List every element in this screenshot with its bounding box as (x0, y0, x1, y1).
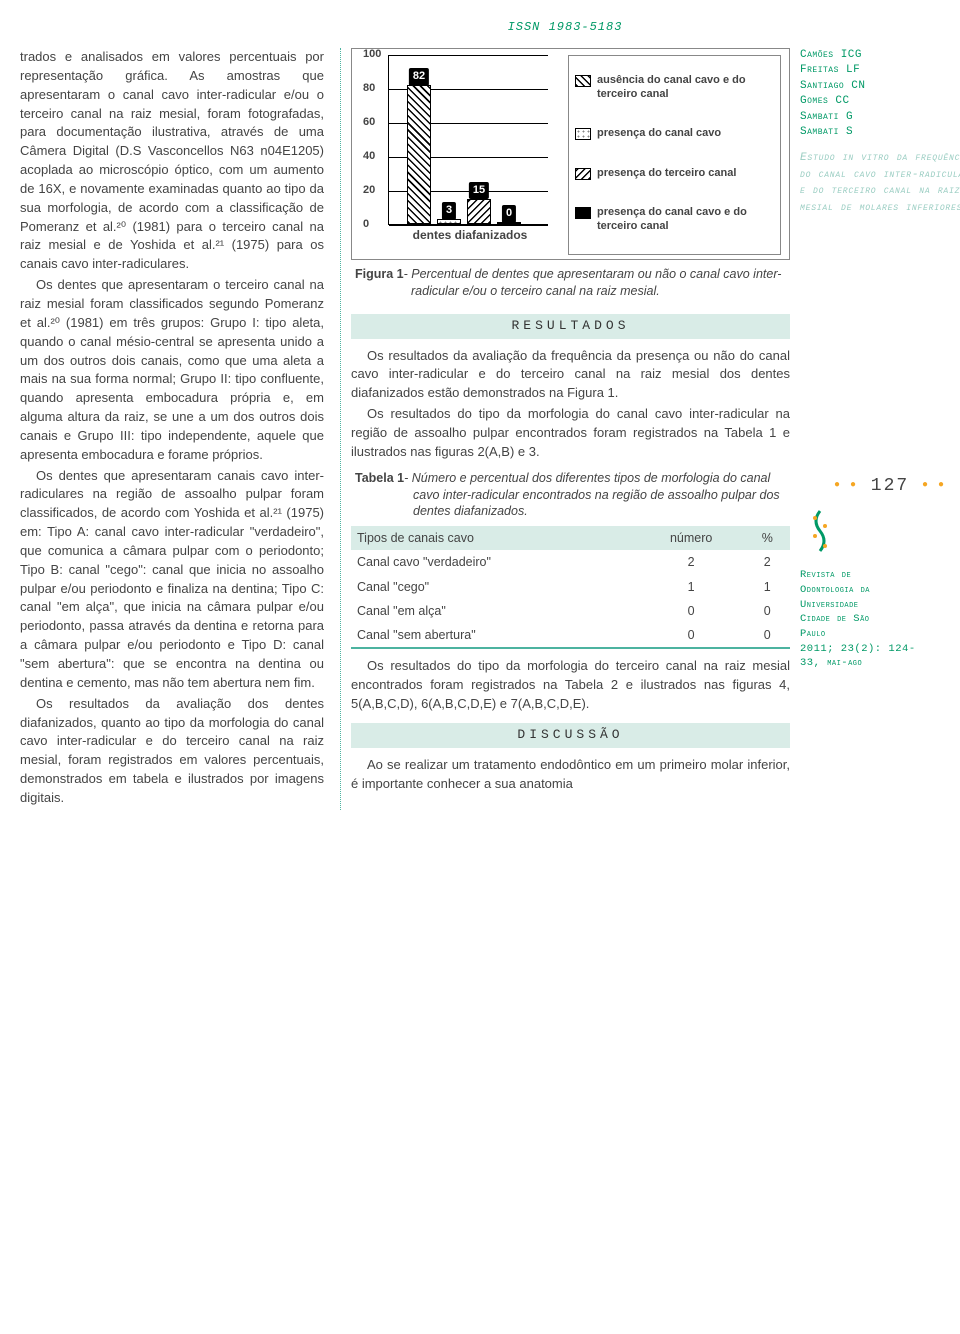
figure-1-caption: Figura 1- Percentual de dentes que apres… (407, 266, 790, 300)
chart-x-label: dentes diafanizados (380, 227, 560, 244)
legend-text: presença do terceiro canal (597, 166, 736, 180)
journal-line: Cidade de São (800, 612, 960, 627)
resultados-p3: Os resultados do tipo da morfologia do t… (351, 657, 790, 714)
table-row: Canal "cego"11 (351, 575, 790, 599)
table-1-label: Tabela 1 (355, 471, 404, 485)
legend-item: presença do terceiro canal (575, 166, 774, 180)
table-cell: 1 (745, 575, 790, 599)
resultados-header: RESULTADOS (351, 314, 790, 339)
table-row: Canal cavo "verdadeiro"22 (351, 550, 790, 574)
journal-citation: Revista deOdontologia daUniversidadeCida… (800, 568, 960, 671)
article-title-side: Estudo in vitro da frequência do canal c… (800, 150, 960, 216)
author-name: Camões ICG (800, 48, 960, 63)
right-sidebar: Camões ICGFreitas LFSantiago CNGomes CCS… (800, 48, 960, 810)
journal-line: 33, mai-ago (800, 656, 960, 671)
figure-1-label: Figura 1 (355, 267, 404, 281)
table-cell: 0 (745, 623, 790, 648)
left-para-1: trados e analisados em valores percentua… (20, 48, 324, 274)
legend-swatch-icon (575, 168, 591, 180)
table-cell: 2 (745, 550, 790, 574)
chart-y-tick-label: 40 (363, 149, 375, 165)
chart-bar-value: 0 (502, 205, 516, 223)
left-para-2: Os dentes que apresentaram o terceiro ca… (20, 276, 324, 464)
table-cell: Canal "em alça" (351, 599, 638, 623)
chart-bar: 82 (407, 85, 431, 224)
table-cell: 1 (638, 575, 745, 599)
chart-gridline (389, 55, 548, 56)
journal-line: 2011; 23(2): 124- (800, 642, 960, 657)
discussao-body: Ao se realizar um tratamento endodôntico… (351, 756, 790, 794)
table-cell: 0 (745, 599, 790, 623)
chart-y-tick-label: 80 (363, 81, 375, 97)
chart-bar-value: 15 (469, 182, 489, 200)
table-cell: Canal cavo "verdadeiro" (351, 550, 638, 574)
figure-1-caption-text: - Percentual de dentes que apresentaram … (404, 267, 782, 298)
table-1: Tipos de canais cavonúmero% Canal cavo "… (351, 526, 790, 649)
legend-text: ausência do canal cavo e do terceiro can… (597, 73, 774, 102)
chart-y-tick-label: 100 (363, 47, 381, 63)
author-name: Sambati S (800, 125, 960, 140)
left-para-3: Os dentes que apresentaram canais cavo i… (20, 467, 324, 693)
dot-icon: ● ● (834, 480, 858, 491)
table-header-cell: Tipos de canais cavo (351, 526, 638, 550)
resultados-p1: Os resultados da avaliação da frequência… (351, 347, 790, 404)
chart-bar: 3 (437, 219, 461, 224)
table-1-caption-text: - Número e percentual dos diferentes tip… (404, 471, 780, 519)
legend-item: presença do canal cavo (575, 126, 774, 140)
table-cell: 0 (638, 623, 745, 648)
left-column: trados e analisados em valores percentua… (20, 48, 330, 810)
resultados-body: Os resultados da avaliação da frequência… (351, 347, 790, 462)
journal-line: Odontologia da (800, 583, 960, 598)
center-column: 020406080100823150 dentes diafanizados a… (340, 48, 790, 810)
chart-bar: 0 (497, 222, 521, 224)
table-cell: 2 (638, 550, 745, 574)
author-name: Sambati G (800, 110, 960, 125)
dot-icon: ● ● (922, 480, 946, 491)
table-row: Canal "em alça"00 (351, 599, 790, 623)
journal-logo-icon (800, 506, 960, 560)
chart-plot-area: 020406080100823150 dentes diafanizados (360, 55, 560, 255)
legend-item: presença do canal cavo e do terceiro can… (575, 205, 774, 234)
chart-y-tick-label: 60 (363, 115, 375, 131)
resultados-p2: Os resultados do tipo da morfologia do c… (351, 405, 790, 462)
legend-text: presença do canal cavo e do terceiro can… (597, 205, 774, 234)
chart-bar-value: 82 (409, 68, 429, 86)
legend-item: ausência do canal cavo e do terceiro can… (575, 73, 774, 102)
legend-swatch-icon (575, 128, 591, 140)
legend-swatch-icon (575, 207, 591, 219)
journal-line: Paulo (800, 627, 960, 642)
table-cell: 0 (638, 599, 745, 623)
chart-bar: 15 (467, 199, 491, 225)
page-number: ● ● 127 ● ● (800, 476, 960, 496)
author-name: Freitas LF (800, 63, 960, 78)
journal-line: Universidade (800, 598, 960, 613)
author-name: Gomes CC (800, 94, 960, 109)
chart-y-tick-label: 0 (363, 217, 369, 233)
author-name: Santiago CN (800, 79, 960, 94)
legend-swatch-icon (575, 75, 591, 87)
chart-legend: ausência do canal cavo e do terceiro can… (568, 55, 781, 255)
figure-1-chart: 0 20 40 60 80 100 82 3 15 0 dentes diafanizados a… (351, 48, 790, 260)
journal-line: Revista de (800, 568, 960, 583)
discussao-p1: Ao se realizar um tratamento endodôntico… (351, 756, 790, 794)
chart-bar-value: 3 (442, 202, 456, 220)
table-header-cell: % (745, 526, 790, 550)
table-1-caption: Tabela 1- Número e percentual dos difere… (409, 470, 790, 521)
chart-y-tick-label: 20 (363, 183, 375, 199)
table-cell: Canal "cego" (351, 575, 638, 599)
table-header-cell: número (638, 526, 745, 550)
chart-gridline (389, 225, 548, 226)
discussao-header: DISCUSSÃO (351, 723, 790, 748)
table-row: Canal "sem abertura"00 (351, 623, 790, 648)
authors-list: Camões ICGFreitas LFSantiago CNGomes CCS… (800, 48, 960, 140)
issn-header: ISSN 1983-5183 (340, 20, 790, 34)
table-cell: Canal "sem abertura" (351, 623, 638, 648)
page-number-value: 127 (871, 476, 909, 496)
left-para-4: Os resultados da avaliação dos dentes di… (20, 695, 324, 808)
resultados-body-2: Os resultados do tipo da morfologia do t… (351, 657, 790, 714)
legend-text: presença do canal cavo (597, 126, 721, 140)
